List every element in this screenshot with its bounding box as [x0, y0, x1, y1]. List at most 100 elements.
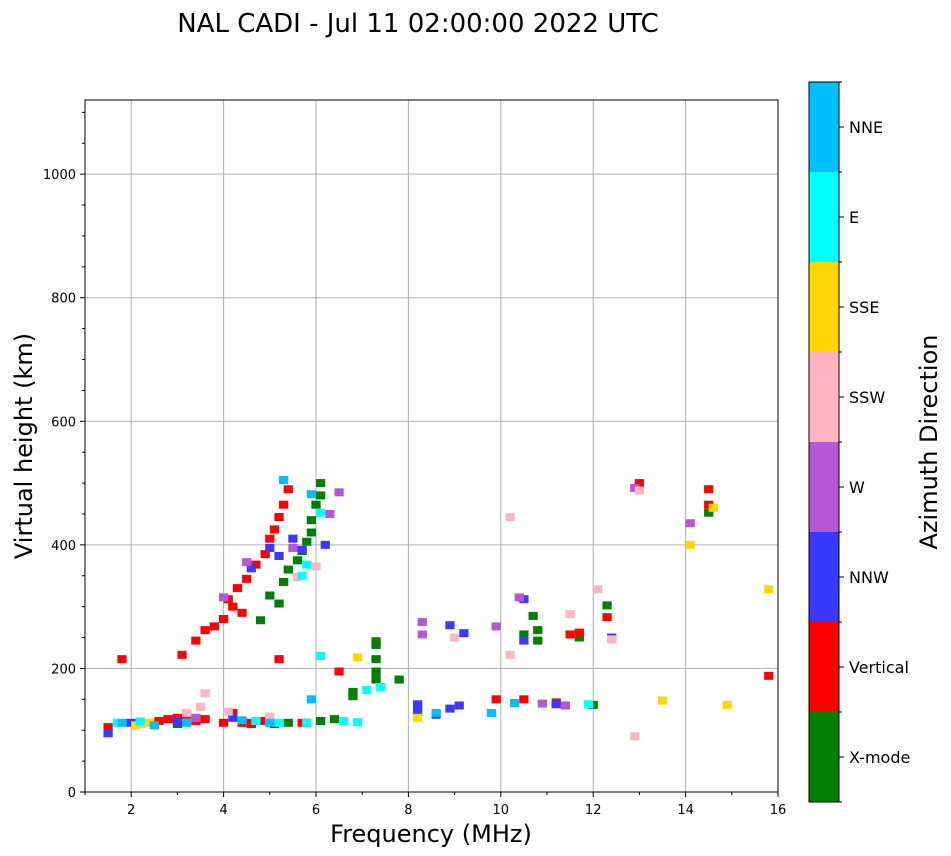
x-tick-label: 14	[677, 803, 694, 818]
echo-mark	[602, 601, 612, 610]
echo-mark	[514, 593, 524, 602]
colorbar-tick-label: E	[849, 208, 859, 227]
y-tick-label: 0	[68, 786, 76, 801]
echo-mark	[177, 650, 187, 659]
echo-mark	[306, 695, 316, 704]
echo-mark	[394, 675, 404, 684]
echo-mark	[297, 545, 307, 554]
echo-mark	[260, 550, 270, 559]
echo-mark	[302, 718, 312, 727]
echo-mark	[218, 718, 229, 727]
echo-mark	[574, 628, 584, 637]
echo-mark	[242, 574, 252, 583]
echo-mark	[279, 475, 289, 484]
echo-mark	[302, 537, 312, 546]
series-nne	[117, 475, 520, 730]
echo-mark	[103, 723, 113, 732]
series-ssw	[135, 486, 645, 741]
echo-mark	[265, 718, 275, 727]
echo-mark	[182, 708, 192, 717]
echo-mark	[117, 718, 127, 727]
echo-mark	[371, 667, 381, 676]
echo-mark	[228, 602, 238, 611]
echo-mark	[486, 708, 497, 717]
y-tick-label: 200	[51, 662, 76, 677]
series-nnw	[103, 534, 617, 738]
echo-mark	[348, 687, 358, 696]
echo-mark	[288, 543, 298, 552]
echo-mark	[237, 716, 247, 725]
echo-mark	[764, 585, 774, 594]
colorbar-tick-label: SSW	[849, 388, 885, 407]
echo-mark	[491, 622, 501, 631]
echo-mark	[297, 718, 307, 727]
colorbar-swatch	[809, 82, 839, 172]
echo-mark	[135, 717, 146, 726]
echo-mark	[283, 718, 293, 727]
echo-mark	[708, 503, 718, 512]
x-axis-label: Frequency (MHz)	[330, 820, 532, 848]
colorbar: X-mode Vertical NNW W SSW SSE E NNE	[808, 81, 910, 803]
echo-mark	[316, 716, 326, 725]
colorbar-tick-label: Vertical	[849, 658, 909, 677]
echo-mark	[413, 707, 423, 716]
echo-mark	[533, 636, 543, 645]
echo-mark	[242, 558, 252, 567]
echo-mark	[565, 630, 575, 639]
echo-mark	[149, 721, 159, 730]
echo-mark	[574, 633, 584, 642]
colorbar-tick-label: X-mode	[849, 748, 910, 767]
echo-mark	[154, 716, 164, 725]
y-axis-label: Virtual height (km)	[10, 333, 38, 559]
echo-mark	[172, 716, 183, 725]
echo-mark	[316, 652, 326, 661]
echo-mark	[311, 500, 321, 509]
echo-mark	[255, 616, 266, 625]
echo-mark	[431, 708, 441, 717]
x-tick-label: 16	[770, 803, 787, 818]
echo-mark	[519, 695, 529, 704]
echo-mark	[722, 700, 732, 709]
echo-mark	[306, 490, 316, 499]
axis-ticks: 2 4 6 8 10 12 14 16 0 200 400 600 800 1000	[43, 111, 787, 818]
echo-mark	[634, 486, 645, 495]
echo-mark	[413, 700, 423, 709]
echo-mark	[352, 718, 363, 727]
echo-mark	[533, 626, 543, 635]
echo-mark	[519, 630, 529, 639]
data-marks	[103, 475, 774, 741]
echo-mark	[630, 732, 640, 741]
colorbar-swatch	[809, 442, 839, 532]
echo-mark	[376, 682, 386, 691]
x-tick-label: 10	[493, 803, 510, 818]
echo-mark	[306, 516, 316, 525]
echo-mark	[223, 707, 233, 716]
colorbar-tick-label: W	[849, 478, 865, 497]
echo-mark	[764, 671, 774, 680]
echo-mark	[228, 713, 238, 722]
echo-mark	[510, 699, 520, 708]
y-tick-label: 1000	[43, 168, 76, 183]
echo-mark	[251, 716, 261, 725]
echo-mark	[306, 528, 316, 537]
echo-mark	[505, 650, 515, 659]
colorbar-tick-label: SSE	[849, 298, 879, 317]
echo-mark	[634, 479, 645, 488]
echo-mark	[371, 675, 381, 684]
echo-mark	[657, 696, 668, 705]
echo-mark	[417, 618, 427, 627]
y-tick-label: 800	[51, 292, 76, 307]
echo-mark	[565, 610, 575, 619]
x-tick-label: 8	[404, 803, 412, 818]
echo-mark	[279, 500, 289, 509]
echo-mark	[491, 695, 501, 704]
echo-mark	[685, 540, 695, 549]
echo-mark	[311, 562, 321, 571]
colorbar-frame	[808, 81, 840, 803]
echo-mark	[371, 655, 381, 664]
grid-lines	[85, 100, 779, 793]
echo-mark	[583, 700, 594, 709]
colorbar-swatch	[809, 532, 839, 622]
